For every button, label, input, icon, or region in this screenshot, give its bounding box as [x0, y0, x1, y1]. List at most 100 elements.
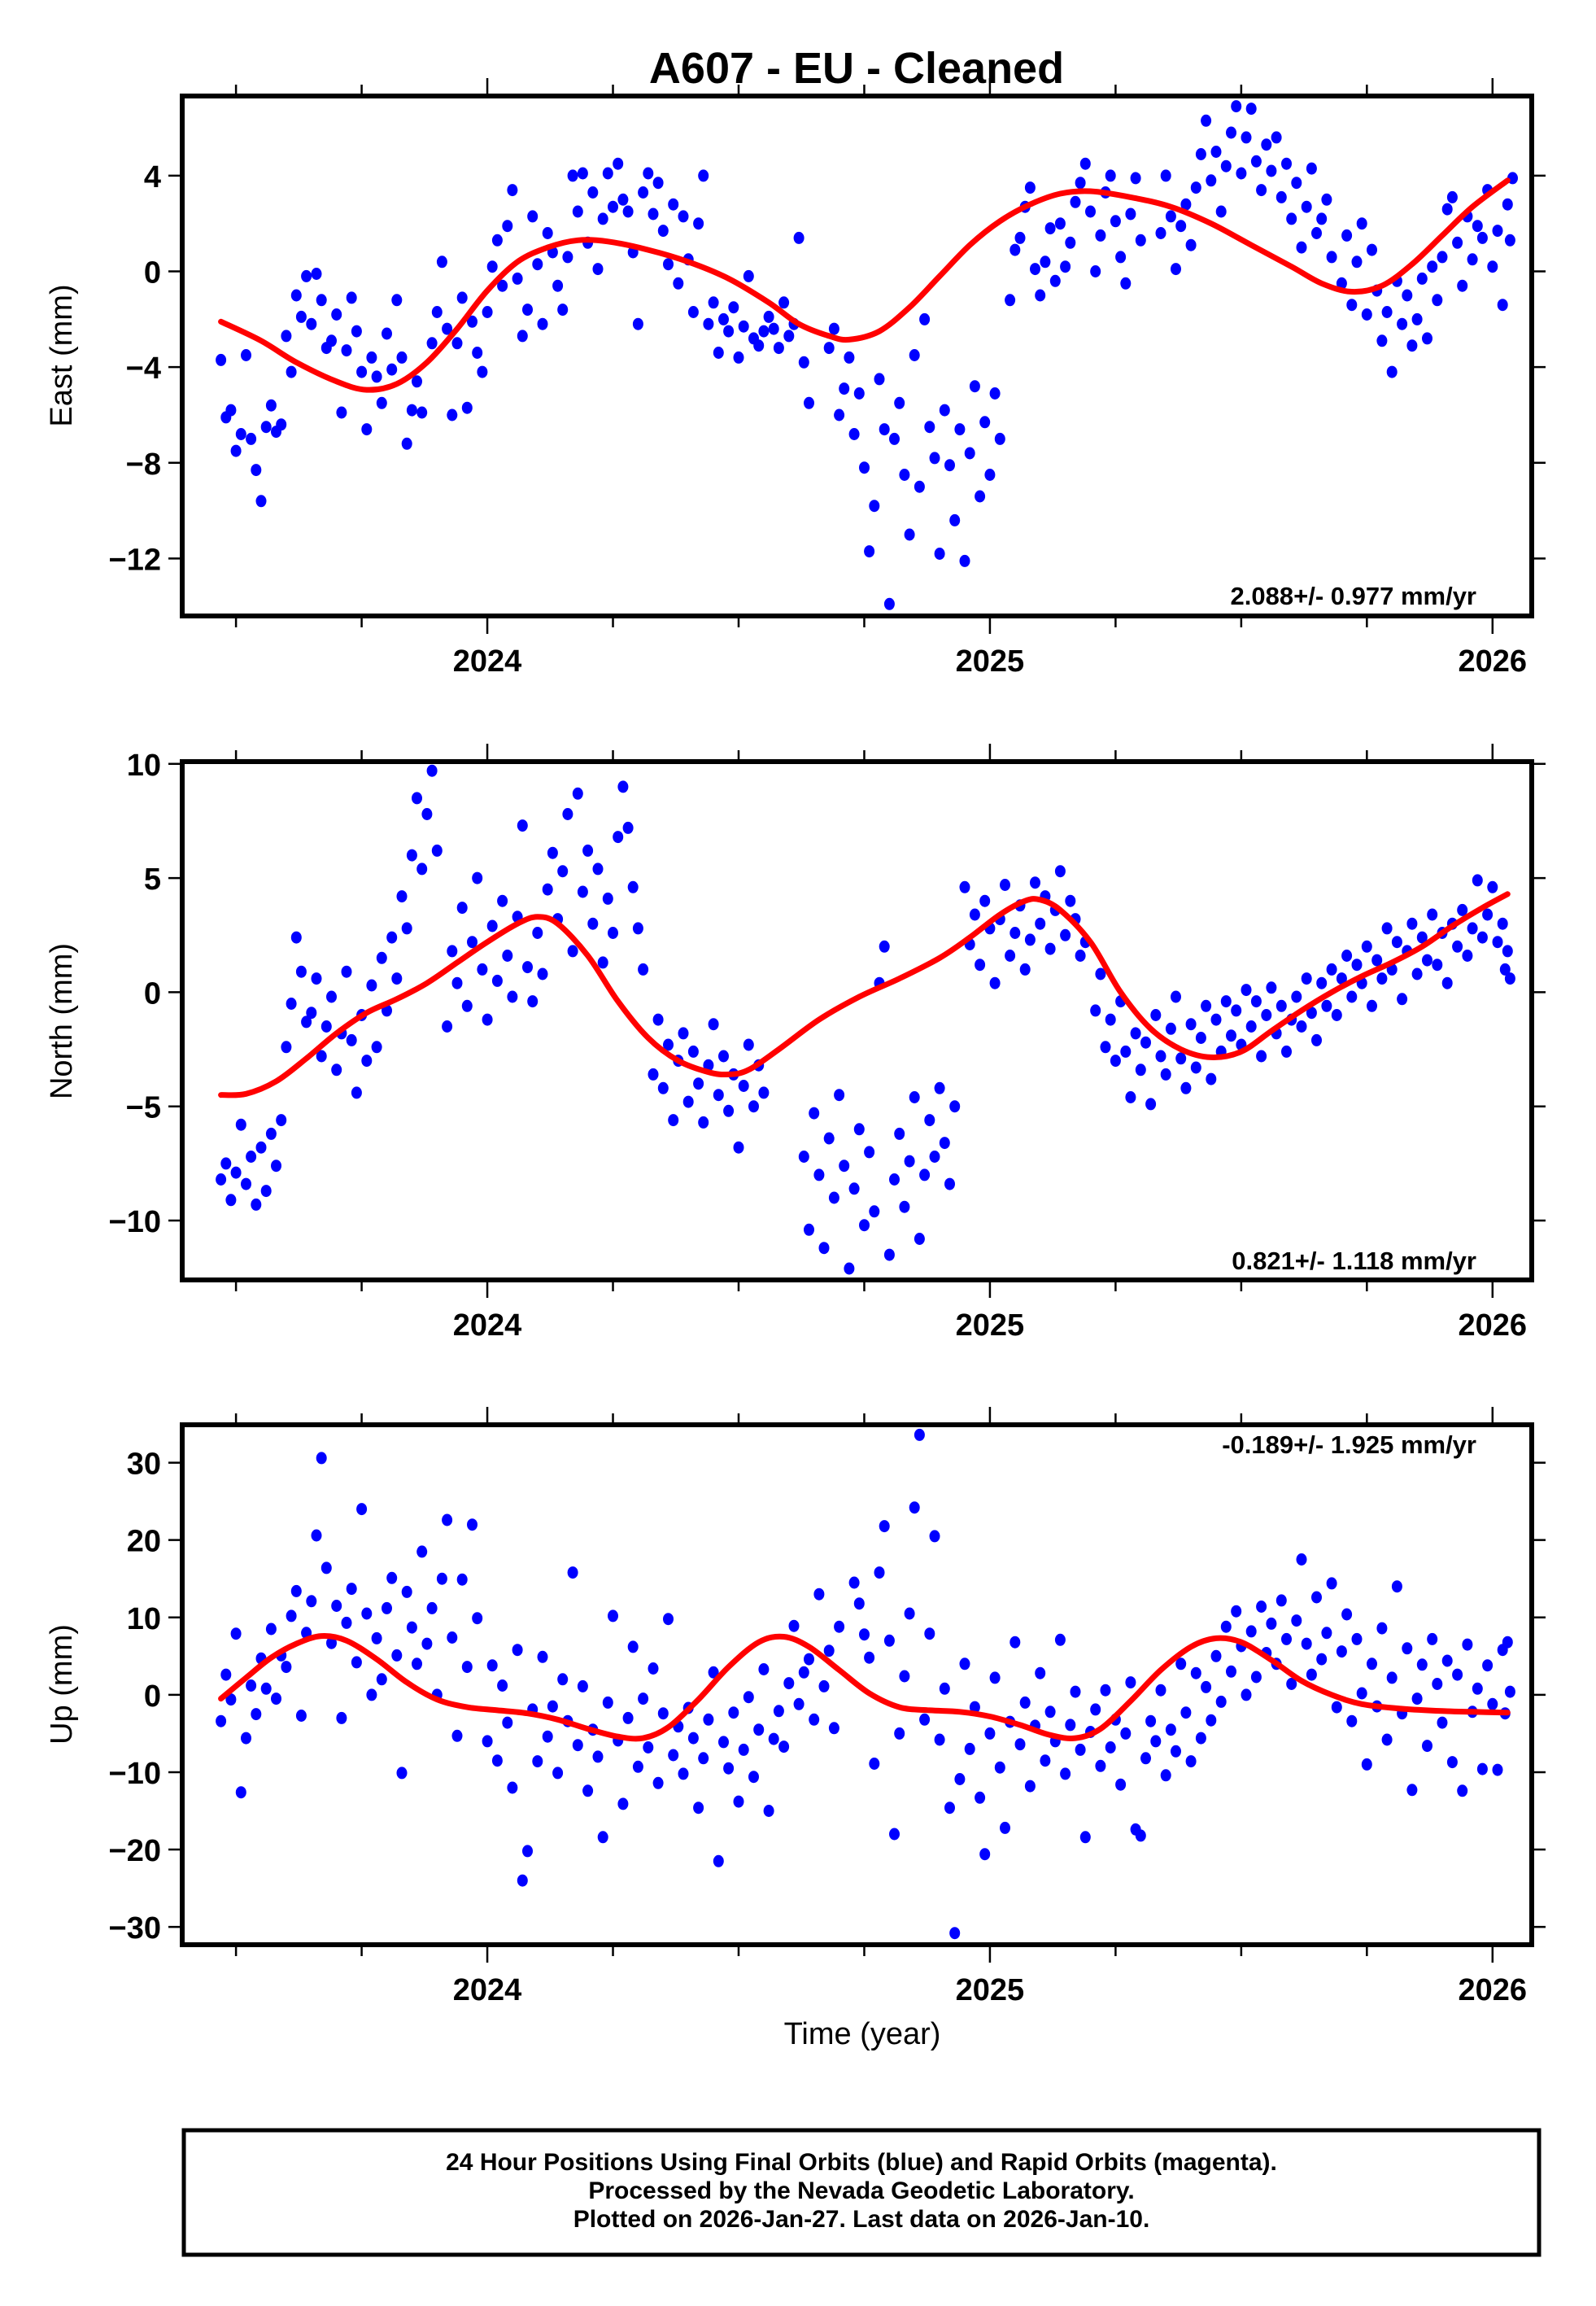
data-point: [924, 1627, 935, 1640]
data-point: [984, 1727, 996, 1740]
data-point: [1024, 933, 1036, 946]
data-point: [1391, 1580, 1402, 1593]
data-point: [869, 1205, 880, 1218]
data-point: [1165, 1022, 1176, 1035]
data-point: [652, 177, 664, 190]
data-point: [251, 464, 262, 477]
data-point: [844, 351, 855, 364]
data-point: [442, 1513, 453, 1526]
data-point: [1201, 1680, 1212, 1693]
data-point: [1195, 1032, 1206, 1044]
data-point: [1201, 999, 1212, 1012]
data-point: [834, 1089, 845, 1102]
data-point: [904, 528, 915, 541]
data-point: [416, 406, 428, 419]
y-tick-label: 10: [127, 749, 161, 783]
data-point: [994, 1761, 1005, 1774]
data-point: [1190, 181, 1201, 194]
data-point: [1035, 1666, 1046, 1679]
data-point: [718, 1050, 729, 1063]
data-point: [290, 931, 302, 944]
data-point: [738, 320, 749, 333]
data-point: [1145, 1714, 1157, 1727]
data-point: [216, 353, 227, 366]
data-point: [959, 880, 970, 893]
data-point: [864, 545, 875, 558]
x-tick-label: 2024: [453, 1973, 522, 2007]
data-point: [899, 469, 910, 481]
data-point: [944, 1802, 955, 1815]
data-point: [346, 291, 357, 304]
data-point: [949, 1100, 961, 1113]
data-point: [617, 193, 629, 206]
x-tick-label: 2024: [453, 644, 522, 679]
data-point: [613, 831, 624, 844]
data-point: [436, 255, 447, 269]
footer-frame: [181, 2128, 1541, 2257]
x-tick-label: 2026: [1459, 1973, 1528, 2007]
data-point: [1261, 138, 1272, 151]
data-point: [592, 863, 604, 876]
data-point: [929, 1151, 940, 1163]
data-point: [1316, 212, 1328, 225]
data-point: [964, 1742, 975, 1755]
data-point: [1316, 1653, 1328, 1666]
data-point: [1472, 874, 1483, 887]
footer-line-3: Plotted on 2026-Jan-27. Last data on 202…: [573, 2206, 1150, 2233]
data-point: [401, 1585, 412, 1598]
data-point: [1504, 234, 1515, 247]
data-point: [657, 1707, 669, 1720]
data-point: [738, 1080, 749, 1092]
data-point: [311, 972, 322, 985]
data-point: [260, 1185, 272, 1198]
data-point: [879, 1520, 890, 1533]
data-point: [1446, 190, 1458, 203]
data-point: [527, 995, 539, 1008]
data-point: [442, 1020, 453, 1033]
data-point: [994, 432, 1005, 445]
data-point: [944, 459, 955, 472]
data-point: [412, 375, 422, 388]
data-point: [1381, 1733, 1393, 1746]
data-point: [1497, 299, 1508, 312]
data-point: [778, 296, 790, 309]
y-tick-label: −12: [109, 543, 161, 577]
data-point: [809, 1713, 820, 1726]
data-point: [406, 404, 417, 417]
data-point: [979, 416, 991, 429]
data-point: [663, 1613, 674, 1626]
data-point: [447, 945, 458, 958]
data-point: [522, 304, 533, 317]
data-point: [472, 347, 483, 359]
data-point: [989, 976, 1001, 989]
data-point: [1346, 990, 1358, 1003]
data-point: [879, 940, 890, 953]
y-tick-label: 10: [127, 1602, 161, 1636]
data-point: [1367, 999, 1377, 1012]
data-point: [1416, 272, 1428, 285]
data-point: [220, 1668, 232, 1681]
data-point: [934, 1733, 945, 1746]
data-point: [652, 1776, 664, 1789]
data-point: [883, 597, 895, 610]
data-point: [220, 1157, 232, 1170]
data-point: [763, 1805, 774, 1817]
data-point: [1341, 1608, 1353, 1621]
data-point: [975, 490, 986, 503]
data-point: [1266, 164, 1277, 177]
data-point: [572, 205, 583, 218]
data-point: [416, 863, 428, 876]
north-panel: North (mm) 0.821+/- 1.118 mm/yr 10 5 0 −5 −1…: [45, 744, 1546, 1343]
data-point: [643, 167, 654, 180]
y-tick-label: 5: [144, 863, 161, 897]
data-point: [1044, 1705, 1056, 1719]
data-point: [391, 972, 403, 985]
data-point: [382, 327, 392, 340]
data-point: [813, 1168, 825, 1181]
data-point: [768, 322, 779, 335]
data-point: [557, 1673, 569, 1686]
data-point: [1060, 928, 1071, 941]
data-point: [798, 1151, 809, 1163]
data-point: [386, 931, 398, 944]
data-point: [949, 513, 961, 526]
